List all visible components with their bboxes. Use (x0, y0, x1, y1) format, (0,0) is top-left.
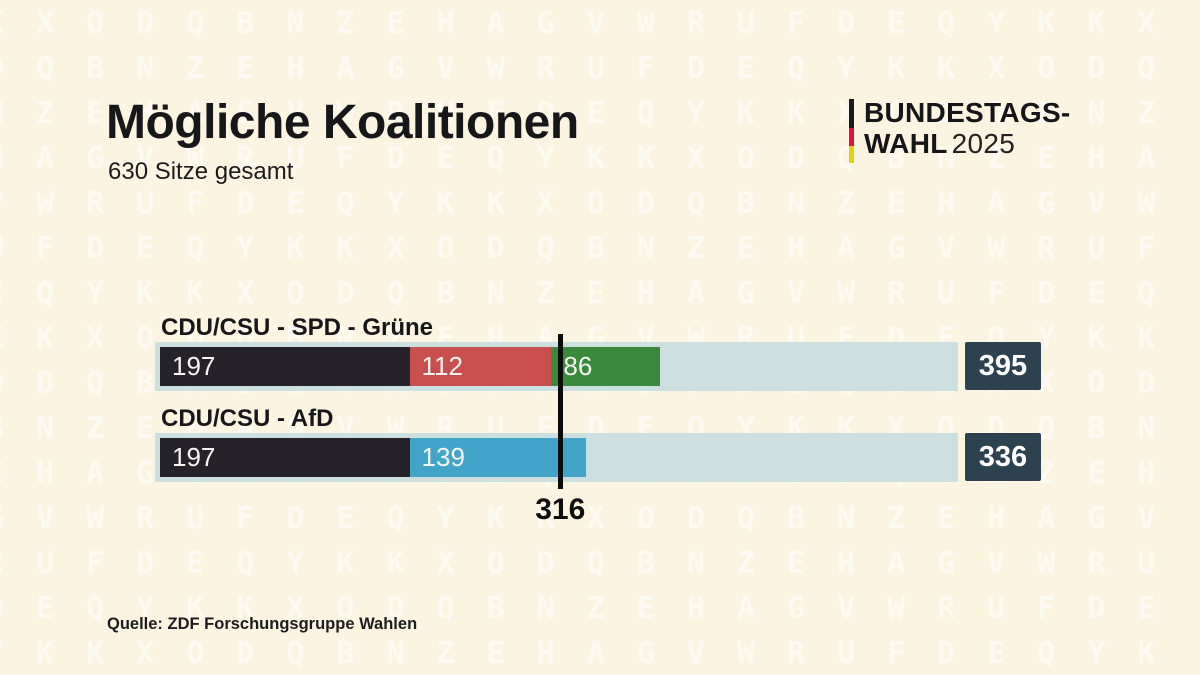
pattern-row: YKKXODQBNZEHAGVWRUFDEQYK (0, 636, 1188, 671)
flag-stripe-gold (849, 145, 854, 163)
logo-line2: WAHL 2025 (864, 128, 1071, 159)
pattern-row: UFDEQYKKXODQBNZEHAGVWRUF (0, 231, 1188, 266)
majority-threshold-line (557, 334, 563, 489)
majority-threshold-label: 316 (535, 493, 586, 526)
coalition-segments: 197 112 86 (160, 347, 661, 386)
bundestagswahl-logo: BUNDESTAGS- WAHL 2025 (849, 97, 1109, 167)
total-seats-badge: 395 (965, 342, 1041, 390)
subtitle: 630 Sitze gesamt (108, 158, 294, 185)
pattern-row: EQYKKXODQBNZEHAGVWRUFDEQ (0, 276, 1188, 311)
german-flag-bar-icon (849, 99, 854, 163)
pattern-row: RUFDEQYKKXODQBNZEHAGVWRU (0, 546, 1188, 581)
logo-line1: BUNDESTAGS- (864, 97, 1071, 128)
party-segment-spd: 112 (409, 347, 552, 386)
pattern-row: KXODQBNZEHAGVWRUFDEQYKKX (0, 6, 1188, 41)
flag-stripe-red (849, 128, 854, 146)
party-segment-gr-ne: 86 (551, 347, 661, 386)
seat-count: 197 (172, 351, 216, 381)
coalition-label: CDU/CSU - AfD (161, 405, 334, 432)
seat-track: 197 112 86 (155, 342, 958, 391)
coalition-label: CDU/CSU - SPD - Grüne (161, 314, 434, 341)
pattern-row: DQBNZEHAGVWRUFDEQYKKXODQ (0, 51, 1188, 86)
flag-stripe-black (849, 99, 854, 129)
seat-count: 86 (563, 351, 593, 381)
coalition-chart: CDU/CSU - SPD - Grüne 197 112 86 395 CDU/CSU … (155, 312, 1055, 542)
seat-count: 139 (421, 442, 465, 472)
source-attribution: Quelle: ZDF Forschungsgruppe Wahlen (107, 615, 418, 633)
seat-count: 112 (421, 351, 463, 381)
pattern-row: VWRUFDEQYKKXODQBNZEHAGVW (0, 186, 1188, 221)
party-segment-afd: 139 (409, 438, 586, 477)
party-segment-cdu-csu: 197 (160, 347, 410, 386)
logo-year: 2025 (951, 128, 1016, 159)
coalition-segments: 197 139 (160, 438, 586, 477)
seat-track: 197 139 (155, 433, 958, 482)
party-segment-cdu-csu: 197 (160, 438, 410, 477)
logo-wahl: WAHL (864, 128, 948, 159)
seat-count: 197 (172, 442, 216, 472)
logo-text: BUNDESTAGS- WAHL 2025 (864, 97, 1071, 159)
total-seats-badge: 336 (965, 433, 1041, 481)
page-title: Mögliche Koalitionen (106, 96, 579, 149)
